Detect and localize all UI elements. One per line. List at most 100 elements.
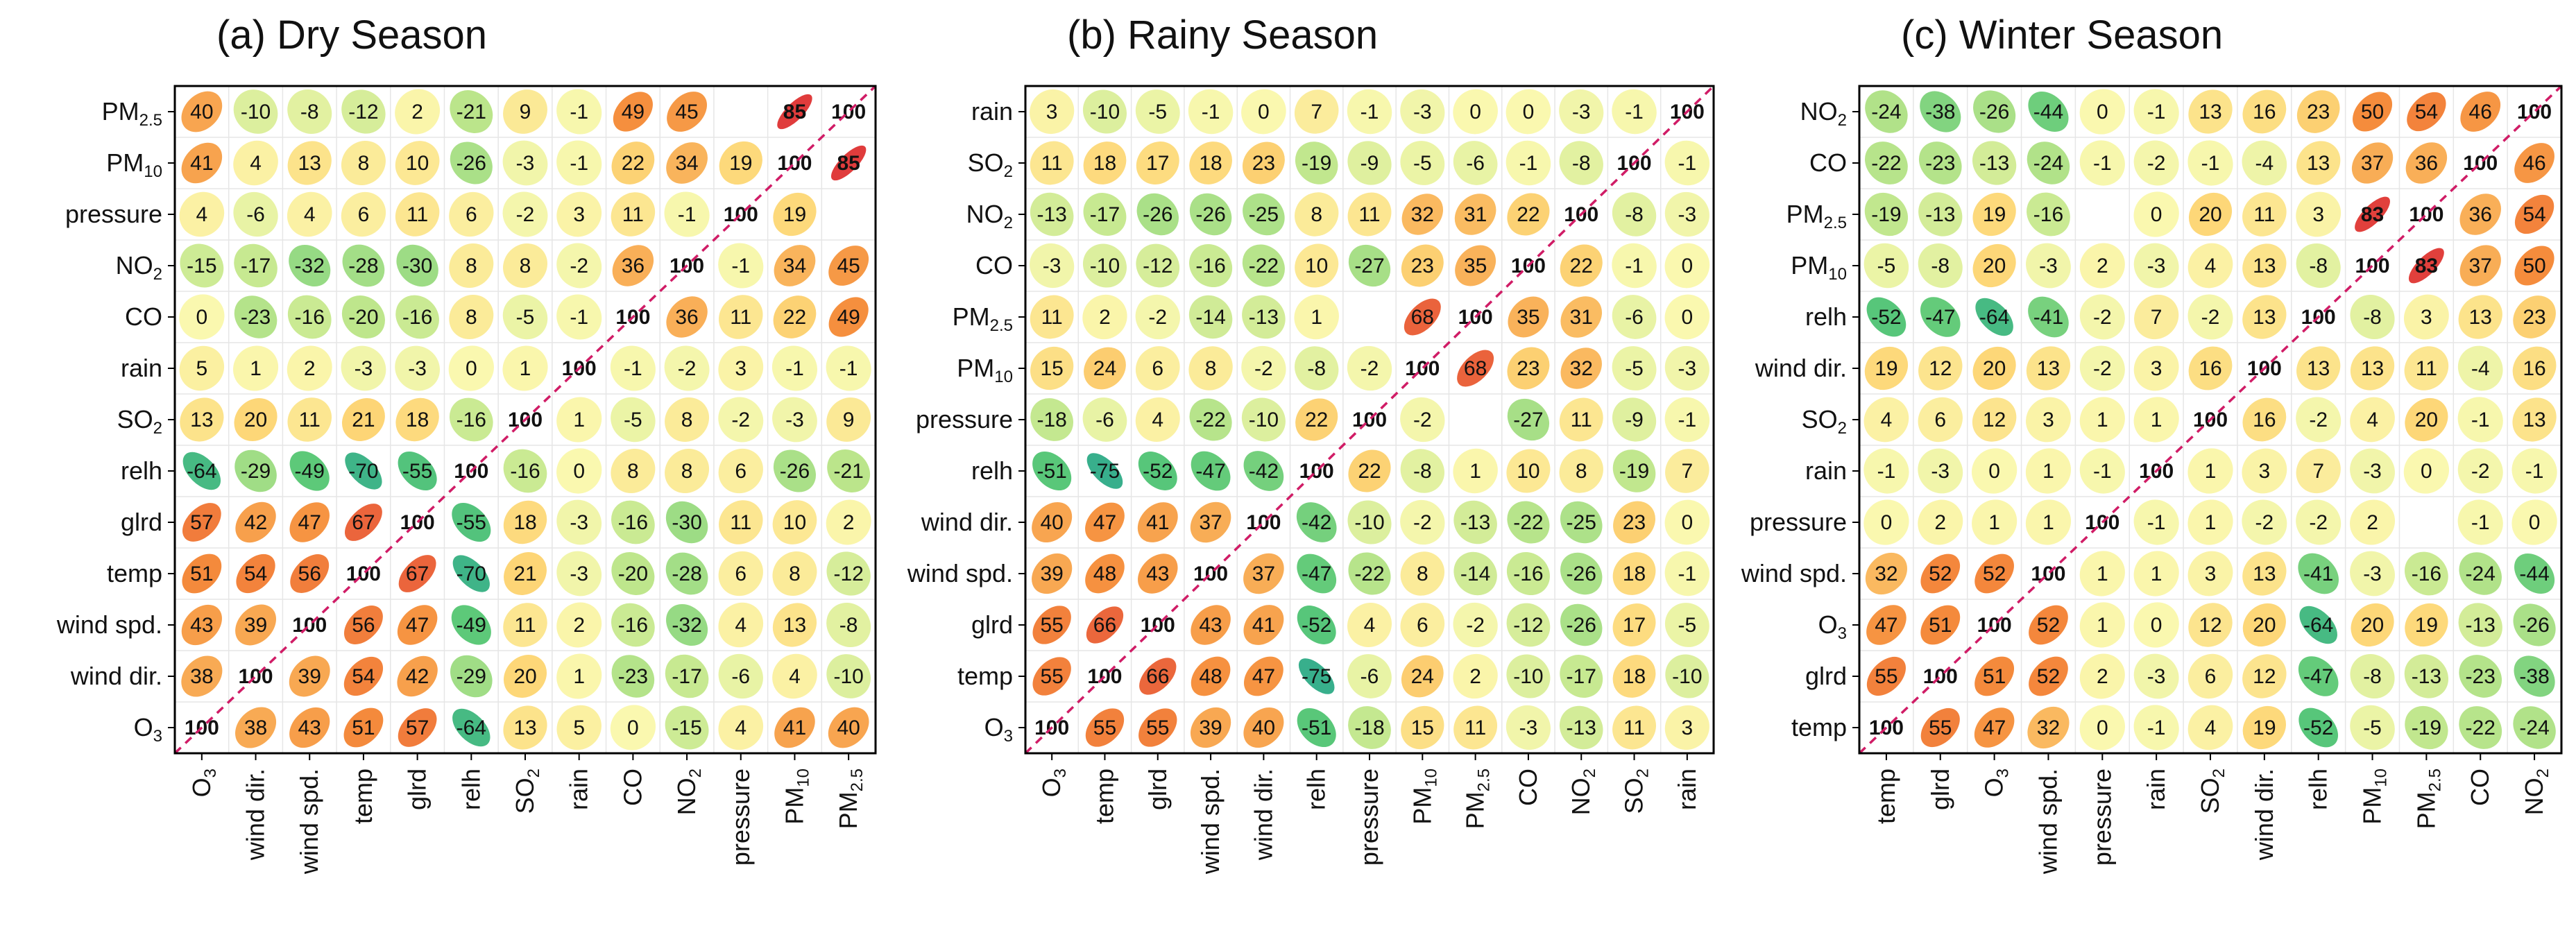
cell-value: 24 [1411,665,1434,688]
correlation-cell: -3 [772,397,817,443]
correlation-cell: 1 [2025,499,2072,545]
correlation-ellipse [2513,295,2556,338]
correlation-cell: 35 [1455,245,1496,286]
cell-value: -8 [2309,255,2328,277]
correlation-cell: -5 [502,294,548,340]
correlation-ellipse [1559,89,1604,135]
cell-value: -29 [241,460,271,483]
correlation-ellipse [2025,499,2072,545]
correlation-ellipse [234,295,278,338]
correlation-ellipse [289,655,330,697]
correlation-cell: -38 [2514,655,2555,697]
correlation-cell: -8 [1612,192,1657,237]
correlation-ellipse [2029,605,2068,645]
correlation-cell: -1 [2133,89,2179,135]
correlation-ellipse [1974,707,2015,748]
correlation-cell: 16 [2512,346,2557,391]
correlation-ellipse [179,294,225,340]
cell-value: -24 [1871,101,1901,123]
cell-value: -15 [672,716,701,739]
correlation-cell: 6 [1135,346,1180,391]
correlation-ellipse [1030,295,1074,339]
correlation-cell: -26 [1136,193,1179,236]
correlation-cell: -75 [1086,453,1123,489]
correlation-cell: -49 [451,605,491,645]
cell-value: -70 [348,460,378,483]
correlation-ellipse [504,552,547,595]
correlation-ellipse [395,141,440,185]
correlation-cell: -3 [2133,653,2179,699]
cell-value: -2 [1466,614,1485,637]
correlation-cell: -6 [1082,397,1127,442]
correlation-cell: 39 [235,604,276,646]
correlation-cell: 1 [556,397,602,443]
correlation-cell: -8 [1559,141,1603,185]
cell-value: 11 [2416,357,2437,380]
correlation-cell: 54 [2514,194,2554,234]
correlation-ellipse [1612,603,1656,646]
cell-value: -19 [1871,203,1901,226]
correlation-ellipse [1918,499,1963,545]
cell-value: 18 [1093,152,1116,175]
correlation-ellipse [2511,499,2557,545]
cell-value: 100 [1299,460,1334,483]
correlation-cell: 11 [287,397,332,442]
cell-value: -12 [833,563,863,585]
cell-value: 47 [1093,511,1116,534]
correlation-cell: 13 [503,705,547,750]
correlation-cell: 23 [1242,141,1285,184]
cell-value: 100 [2463,152,2498,175]
correlation-cell: 100 [2463,152,2498,175]
correlation-ellipse [1295,192,1339,237]
cell-value: 3 [2205,563,2217,585]
cell-value: 54 [2523,203,2545,226]
col-label-temp: temp [1872,769,1900,824]
correlation-ellipse [777,94,812,130]
correlation-ellipse [2079,345,2125,391]
correlation-cell: -25 [1243,193,1285,236]
correlation-ellipse [2457,345,2503,391]
correlation-cell: 52 [2029,656,2068,696]
cell-value: -30 [402,255,432,277]
cell-value: 100 [1141,614,1175,637]
cell-value: 55 [1040,665,1063,688]
cell-value: -20 [348,306,378,329]
row-label-glrd: glrd [1805,662,1847,690]
cell-value: 11 [514,614,536,637]
correlation-cell: 68 [1457,350,1494,387]
correlation-ellipse [342,244,385,287]
correlation-cell: -8 [1295,346,1339,391]
correlation-cell: 0 [179,294,225,340]
correlation-cell: 32 [1865,552,1907,595]
correlation-cell: 52 [2029,605,2068,645]
correlation-ellipse [1135,346,1180,391]
cell-value: 18 [406,409,429,431]
correlation-ellipse [2298,553,2339,594]
cell-value: 8 [1576,460,1587,483]
correlation-cell: -3 [1400,89,1445,135]
correlation-ellipse [826,499,871,545]
correlation-cell: 0 [1863,499,1909,545]
correlation-ellipse [1348,552,1391,595]
correlation-cell: 4 [233,140,278,186]
cell-value: 32 [1875,563,1897,585]
cell-value: 0 [1881,511,1893,534]
cell-value: -28 [672,563,701,585]
cell-value: 52 [1983,563,2006,585]
correlation-ellipse [1507,193,1550,236]
correlation-cell: 8 [772,551,817,596]
correlation-ellipse [289,502,330,542]
correlation-cell: 55 [1032,606,1071,644]
correlation-cell: 2 [556,602,602,648]
correlation-ellipse [179,345,225,391]
correlation-ellipse [2458,603,2502,647]
correlation-ellipse [1295,243,1339,288]
correlation-ellipse [611,500,655,544]
correlation-cell: -3 [1918,448,1963,494]
correlation-ellipse [448,345,494,391]
correlation-cell: -12 [826,551,871,596]
correlation-ellipse [2458,295,2502,339]
correlation-cell: 3 [1030,89,1075,135]
correlation-cell: -1 [556,294,602,340]
correlation-ellipse [2514,655,2555,697]
